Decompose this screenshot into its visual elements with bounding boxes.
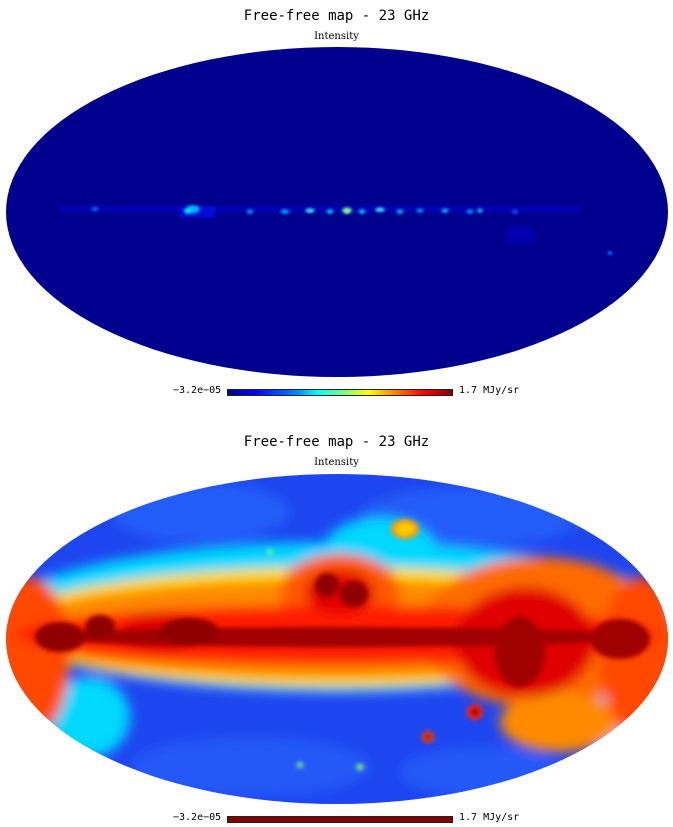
colorbar-min-label: −3.2e−05 bbox=[173, 385, 222, 396]
colorbar-max-label: 1.7 MJy/sr bbox=[459, 812, 520, 823]
mollweide-map-histogram bbox=[6, 474, 668, 804]
map-title: Free-free map - 23 GHz bbox=[243, 434, 430, 450]
map-subtitle: Intensity bbox=[314, 31, 359, 42]
colorbar-min-label: −3.2e−05 bbox=[173, 812, 222, 823]
colorbar-gradient bbox=[227, 389, 453, 396]
colorbar-gradient bbox=[227, 816, 453, 823]
galactic-plane-emission bbox=[60, 205, 612, 255]
map-subtitle: Intensity bbox=[314, 457, 359, 468]
mollweide-map-linear bbox=[6, 47, 668, 377]
map-title: Free-free map - 23 GHz bbox=[243, 8, 430, 24]
colorbar-max-label: 1.7 MJy/sr bbox=[459, 385, 520, 396]
galactic-emission bbox=[6, 482, 668, 797]
